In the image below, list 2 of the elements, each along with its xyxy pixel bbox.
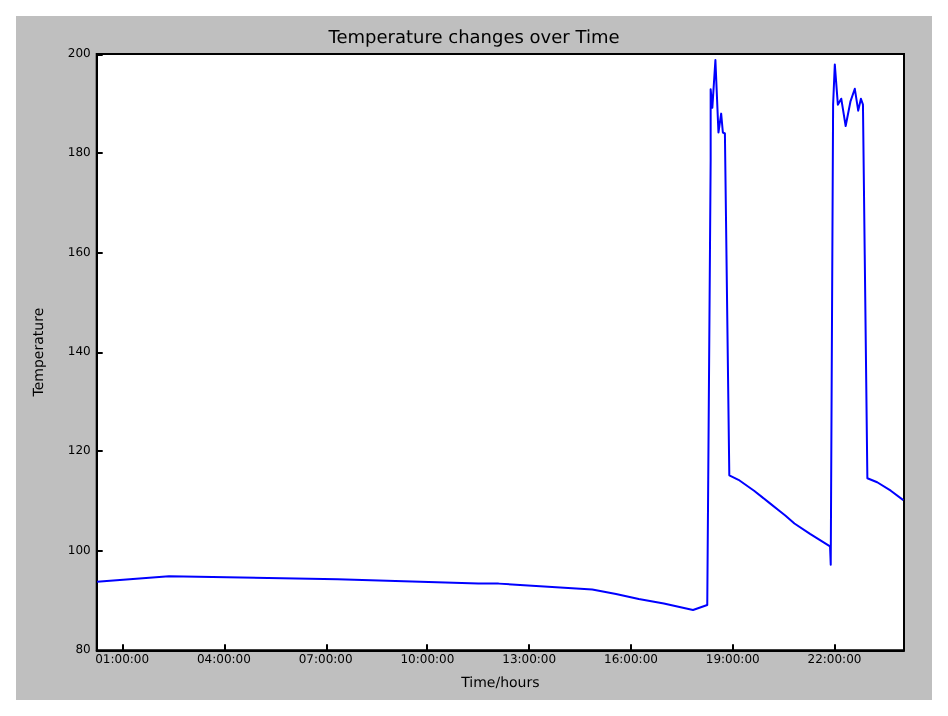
line-series (96, 58, 905, 611)
chart-title: Temperature changes over Time (326, 29, 621, 49)
